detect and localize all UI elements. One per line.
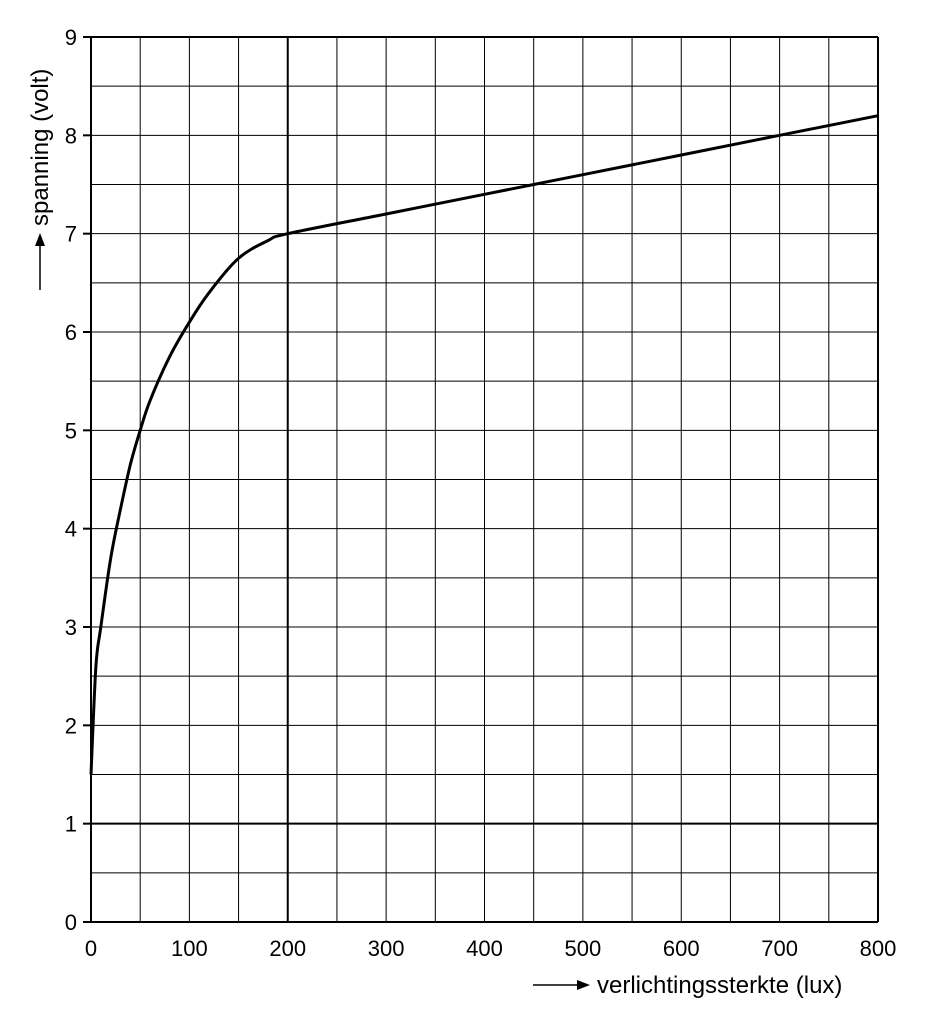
x-tick-label: 200 (269, 936, 306, 961)
x-tick-label: 700 (761, 936, 798, 961)
y-tick-label: 3 (65, 615, 77, 640)
y-tick-label: 6 (65, 320, 77, 345)
y-tick-label: 8 (65, 123, 77, 148)
x-tick-label: 800 (860, 936, 897, 961)
x-tick-label: 400 (466, 936, 503, 961)
x-axis-label-group: verlichtingssterkte (lux) (533, 972, 842, 999)
y-tick-label: 5 (65, 418, 77, 443)
y-tick-label: 7 (65, 222, 77, 247)
y-tick-labels: 0 1 2 3 4 5 6 7 8 9 (65, 25, 77, 935)
x-axis-arrow-icon (577, 980, 590, 990)
series-line (89, 114, 879, 775)
y-tick-label: 1 (65, 812, 77, 837)
y-tick-label: 0 (65, 910, 77, 935)
y-axis-arrow-icon (35, 233, 45, 246)
y-tick-label: 9 (65, 25, 77, 50)
y-tick-label: 4 (65, 517, 77, 542)
x-tick-label: 100 (171, 936, 208, 961)
x-tick-label: 500 (565, 936, 602, 961)
y-axis-label-group: spanning (volt) (27, 69, 54, 290)
x-tick-label: 600 (663, 936, 700, 961)
x-axis-label: verlichtingssterkte (lux) (597, 972, 842, 999)
x-tick-labels: 0 100 200 300 400 500 600 700 800 (85, 936, 896, 961)
y-axis-label: spanning (volt) (27, 69, 54, 226)
x-tick-label: 0 (85, 936, 97, 961)
grid (83, 36, 879, 923)
x-tick-label: 300 (368, 936, 405, 961)
y-tick-label: 2 (65, 713, 77, 738)
